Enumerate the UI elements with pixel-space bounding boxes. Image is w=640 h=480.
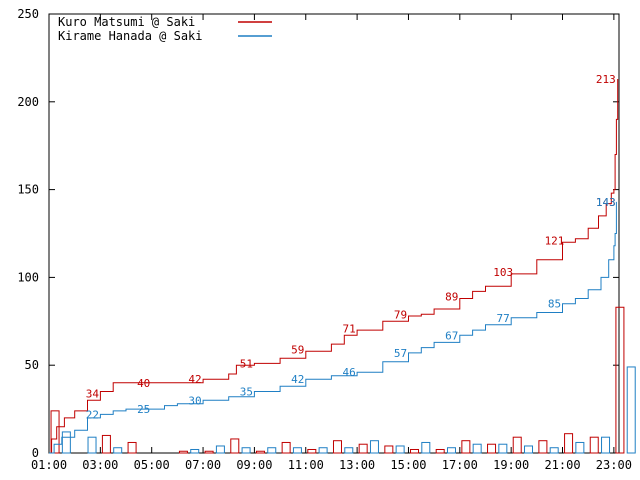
hourly-bar-series-2 <box>498 443 508 454</box>
x-tick-label: 01:00 <box>31 458 67 472</box>
data-label-series-2: 143 <box>596 196 616 209</box>
data-label-series-1: 40 <box>137 377 150 390</box>
hourly-bar-series-1 <box>487 443 497 454</box>
hourly-bar-series-2 <box>575 441 585 454</box>
hourly-bar-series-1 <box>230 438 240 454</box>
data-label-series-2: 42 <box>291 373 304 386</box>
data-label-series-2: 85 <box>548 298 561 311</box>
hourly-bar-series-2 <box>472 443 482 454</box>
hourly-bar-series-2 <box>318 447 328 454</box>
hourly-bar-series-2 <box>395 445 405 454</box>
hourly-bar-series-2 <box>87 436 97 454</box>
series-line-2 <box>49 201 617 454</box>
hourly-bar-series-1 <box>538 440 548 454</box>
hourly-bar-series-1 <box>127 441 137 454</box>
series-line-1 <box>49 79 619 454</box>
hourly-bar-series-1 <box>281 441 291 454</box>
y-tick-label: 250 <box>17 7 39 21</box>
hourly-bar-series-1 <box>461 440 471 454</box>
hourly-bar-series-1 <box>178 450 188 454</box>
hourly-bar-series-1 <box>435 448 445 454</box>
data-label-series-1: 103 <box>493 266 513 279</box>
data-label-series-1: 121 <box>545 235 565 248</box>
hourly-bar-series-1 <box>589 436 599 454</box>
x-tick-label: 13:00 <box>339 458 375 472</box>
hourly-bar-series-2 <box>61 431 71 454</box>
data-label-series-2: 57 <box>394 347 407 360</box>
y-tick-label: 0 <box>32 446 39 460</box>
hourly-bar-series-1 <box>50 410 60 454</box>
data-label-series-1: 79 <box>394 308 407 321</box>
hourly-bar-series-1 <box>204 450 214 454</box>
data-label-series-2: 30 <box>188 394 201 407</box>
x-tick-label: 15:00 <box>390 458 426 472</box>
data-label-series-2: 22 <box>86 408 99 421</box>
data-label-series-2: 35 <box>240 386 253 399</box>
data-label-series-1: 213 <box>596 73 616 86</box>
hourly-bar-series-2 <box>190 448 200 454</box>
hourly-bar-series-2 <box>421 441 431 454</box>
hourly-bar-series-2 <box>626 366 636 454</box>
hourly-bar-series-2 <box>215 445 225 454</box>
x-tick-label: 03:00 <box>82 458 118 472</box>
hourly-bar-series-2 <box>344 447 354 454</box>
hourly-bar-series-1 <box>564 433 574 454</box>
hourly-bar-series-2 <box>549 447 559 454</box>
hourly-bar-series-1 <box>332 440 342 454</box>
hourly-bar-series-1 <box>101 434 111 454</box>
data-label-series-2: 77 <box>497 312 510 325</box>
data-label-series-1: 71 <box>342 322 355 335</box>
y-tick-label: 150 <box>17 183 39 197</box>
hourly-bar-series-2 <box>446 447 456 454</box>
x-tick-label: 07:00 <box>185 458 221 472</box>
legend-label-2: Kirame Hanada @ Saki <box>58 29 203 43</box>
data-label-series-1: 51 <box>240 357 253 370</box>
data-label-series-1: 59 <box>291 343 304 356</box>
hourly-bar-series-2 <box>369 440 379 454</box>
hourly-bar-series-1 <box>512 436 522 454</box>
hourly-bar-series-2 <box>241 447 251 454</box>
y-tick-label: 100 <box>17 270 39 284</box>
x-tick-label: 21:00 <box>544 458 580 472</box>
hourly-bar-series-1 <box>410 448 420 454</box>
data-label-series-2: 67 <box>445 329 458 342</box>
legend-label-1: Kuro Matsumi @ Saki <box>58 15 195 29</box>
data-label-series-1: 42 <box>188 373 201 386</box>
hourly-bar-series-1 <box>255 450 265 454</box>
x-tick-label: 17:00 <box>442 458 478 472</box>
x-tick-label: 11:00 <box>288 458 324 472</box>
hourly-bar-series-2 <box>267 447 277 454</box>
x-tick-label: 19:00 <box>493 458 529 472</box>
y-tick-label: 50 <box>25 358 39 372</box>
x-tick-label: 23:00 <box>596 458 632 472</box>
data-label-series-2: 25 <box>137 403 150 416</box>
hourly-bar-series-2 <box>113 447 123 454</box>
hourly-bar-series-2 <box>601 436 611 454</box>
hourly-bar-series-1 <box>307 448 317 454</box>
x-tick-label: 09:00 <box>236 458 272 472</box>
y-tick-label: 200 <box>17 95 39 109</box>
hourly-bar-series-1 <box>384 445 394 454</box>
data-label-series-1: 143 <box>596 196 616 209</box>
hourly-bar-series-1 <box>615 306 625 454</box>
data-label-series-2: 46 <box>342 366 355 379</box>
hourly-bar-series-2 <box>292 447 302 454</box>
hourly-bar-series-2 <box>524 445 534 454</box>
data-label-series-1: 34 <box>86 387 100 400</box>
data-label-series-1: 89 <box>445 291 458 304</box>
x-tick-label: 05:00 <box>134 458 170 472</box>
hourly-bar-series-1 <box>358 443 368 454</box>
plot-frame <box>48 13 620 454</box>
